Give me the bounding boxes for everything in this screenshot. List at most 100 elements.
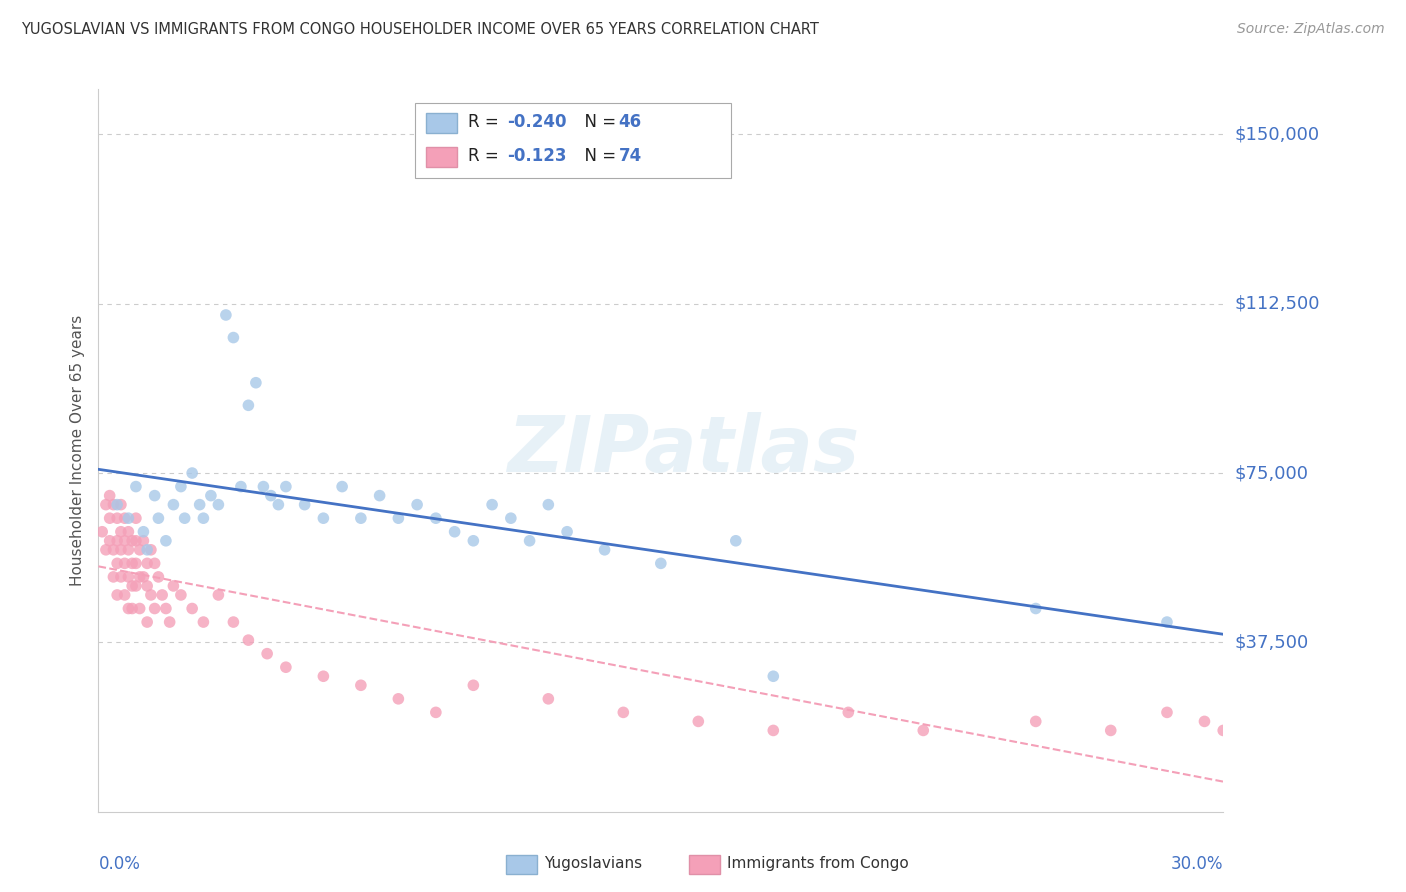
- Point: [125, 533, 148, 548]
- Point: [463, 678, 485, 692]
- Text: -0.123: -0.123: [508, 147, 567, 165]
- Point: [519, 533, 541, 548]
- Point: [143, 557, 166, 571]
- Point: [103, 542, 125, 557]
- Point: [162, 579, 184, 593]
- Point: [105, 557, 128, 571]
- Point: [406, 498, 429, 512]
- Point: [837, 706, 859, 720]
- Point: [125, 480, 148, 494]
- Point: [162, 498, 184, 512]
- Point: [132, 570, 155, 584]
- Text: 0.0%: 0.0%: [98, 855, 141, 873]
- Point: [463, 533, 485, 548]
- Point: [128, 601, 150, 615]
- Text: YUGOSLAVIAN VS IMMIGRANTS FROM CONGO HOUSEHOLDER INCOME OVER 65 YEARS CORRELATIO: YUGOSLAVIAN VS IMMIGRANTS FROM CONGO HOU…: [21, 22, 818, 37]
- Point: [128, 570, 150, 584]
- Text: -0.240: -0.240: [508, 113, 567, 131]
- Point: [94, 542, 117, 557]
- Point: [98, 511, 121, 525]
- Point: [155, 533, 177, 548]
- Point: [110, 570, 132, 584]
- Point: [537, 498, 560, 512]
- Point: [555, 524, 578, 539]
- Point: [114, 511, 136, 525]
- Point: [912, 723, 935, 738]
- Point: [368, 489, 391, 503]
- Point: [105, 511, 128, 525]
- Point: [110, 498, 132, 512]
- Point: [350, 678, 373, 692]
- Point: [330, 480, 353, 494]
- Point: [136, 579, 159, 593]
- Text: $37,500: $37,500: [1234, 633, 1309, 651]
- Point: [103, 570, 125, 584]
- Point: [1194, 714, 1216, 729]
- Point: [98, 489, 121, 503]
- Point: [136, 615, 159, 629]
- Text: $75,000: $75,000: [1234, 464, 1309, 482]
- Point: [117, 542, 139, 557]
- Point: [148, 511, 170, 525]
- Point: [200, 489, 222, 503]
- Point: [94, 498, 117, 512]
- Point: [312, 669, 335, 683]
- Point: [350, 511, 373, 525]
- Point: [181, 466, 204, 480]
- Point: [256, 647, 278, 661]
- Point: [132, 533, 155, 548]
- Point: [114, 533, 136, 548]
- Point: [105, 498, 128, 512]
- Point: [114, 588, 136, 602]
- Point: [136, 557, 159, 571]
- Point: [274, 480, 297, 494]
- Point: [294, 498, 316, 512]
- Point: [193, 511, 215, 525]
- Point: [105, 533, 128, 548]
- Point: [125, 557, 148, 571]
- Point: [238, 633, 260, 648]
- Point: [121, 533, 143, 548]
- Point: [121, 557, 143, 571]
- Point: [117, 570, 139, 584]
- Point: [170, 588, 193, 602]
- Point: [252, 480, 274, 494]
- Point: [481, 498, 503, 512]
- Point: [312, 511, 335, 525]
- Point: [425, 511, 447, 525]
- Point: [1099, 723, 1122, 738]
- Y-axis label: Householder Income Over 65 years: Householder Income Over 65 years: [69, 315, 84, 586]
- Point: [139, 542, 162, 557]
- Point: [132, 524, 155, 539]
- Point: [762, 669, 785, 683]
- Point: [105, 588, 128, 602]
- Text: R =: R =: [468, 147, 505, 165]
- Text: $112,500: $112,500: [1234, 294, 1320, 313]
- Point: [1156, 706, 1178, 720]
- Point: [155, 601, 177, 615]
- Point: [114, 557, 136, 571]
- Point: [143, 489, 166, 503]
- Point: [274, 660, 297, 674]
- Point: [150, 588, 173, 602]
- Point: [229, 480, 252, 494]
- Point: [499, 511, 522, 525]
- Point: [1025, 601, 1047, 615]
- Point: [125, 511, 148, 525]
- Point: [125, 579, 148, 593]
- Point: [159, 615, 181, 629]
- Point: [222, 615, 245, 629]
- Text: Yugoslavians: Yugoslavians: [544, 856, 643, 871]
- Text: 30.0%: 30.0%: [1171, 855, 1223, 873]
- Point: [215, 308, 238, 322]
- Point: [425, 706, 447, 720]
- Text: $150,000: $150,000: [1234, 126, 1319, 144]
- Point: [593, 542, 616, 557]
- Text: Source: ZipAtlas.com: Source: ZipAtlas.com: [1237, 22, 1385, 37]
- Point: [443, 524, 465, 539]
- Text: 46: 46: [619, 113, 641, 131]
- Point: [91, 524, 114, 539]
- Point: [762, 723, 785, 738]
- Point: [207, 498, 229, 512]
- Point: [110, 524, 132, 539]
